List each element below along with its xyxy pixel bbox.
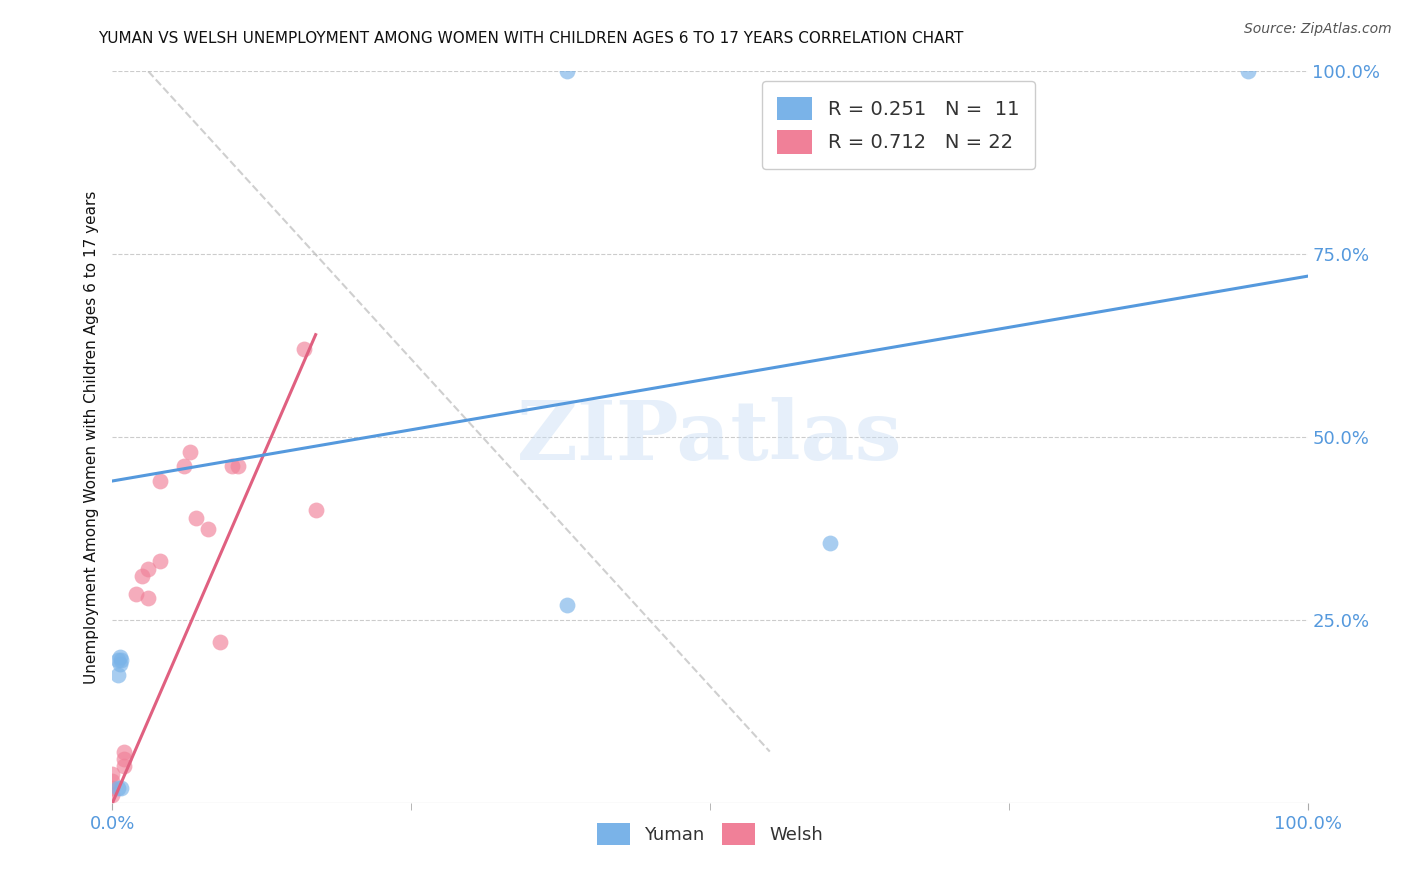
- Point: [110, 653, 132, 667]
- Point: [107, 781, 129, 796]
- Point: [555, 64, 578, 78]
- Text: YUMAN VS WELSH UNEMPLOYMENT AMONG WOMEN WITH CHILDREN AGES 6 TO 17 YEARS CORRELA: YUMAN VS WELSH UNEMPLOYMENT AMONG WOMEN …: [98, 31, 963, 46]
- Point: [226, 459, 249, 474]
- Point: [818, 536, 841, 550]
- Point: [101, 781, 124, 796]
- Point: [108, 649, 131, 664]
- Point: [108, 657, 131, 671]
- Point: [107, 653, 129, 667]
- Point: [209, 635, 232, 649]
- Text: ZIPatlas: ZIPatlas: [517, 397, 903, 477]
- Point: [1237, 64, 1260, 78]
- Point: [138, 562, 160, 576]
- Point: [114, 752, 135, 766]
- Point: [101, 789, 124, 803]
- Point: [114, 759, 135, 773]
- Point: [101, 773, 124, 788]
- Point: [305, 503, 328, 517]
- Point: [131, 569, 153, 583]
- Point: [173, 459, 195, 474]
- Point: [110, 781, 132, 796]
- Point: [138, 591, 160, 605]
- Point: [149, 554, 172, 568]
- Point: [555, 599, 578, 613]
- Legend: Yuman, Welsh: Yuman, Welsh: [591, 816, 830, 852]
- Text: Source: ZipAtlas.com: Source: ZipAtlas.com: [1244, 22, 1392, 37]
- Point: [197, 521, 219, 535]
- Point: [221, 459, 243, 474]
- Point: [125, 587, 148, 601]
- Point: [179, 444, 201, 458]
- Point: [149, 474, 172, 488]
- Y-axis label: Unemployment Among Women with Children Ages 6 to 17 years: Unemployment Among Women with Children A…: [83, 190, 98, 684]
- Point: [114, 745, 135, 759]
- Point: [292, 343, 315, 357]
- Point: [186, 510, 208, 524]
- Point: [107, 667, 129, 681]
- Point: [101, 766, 124, 780]
